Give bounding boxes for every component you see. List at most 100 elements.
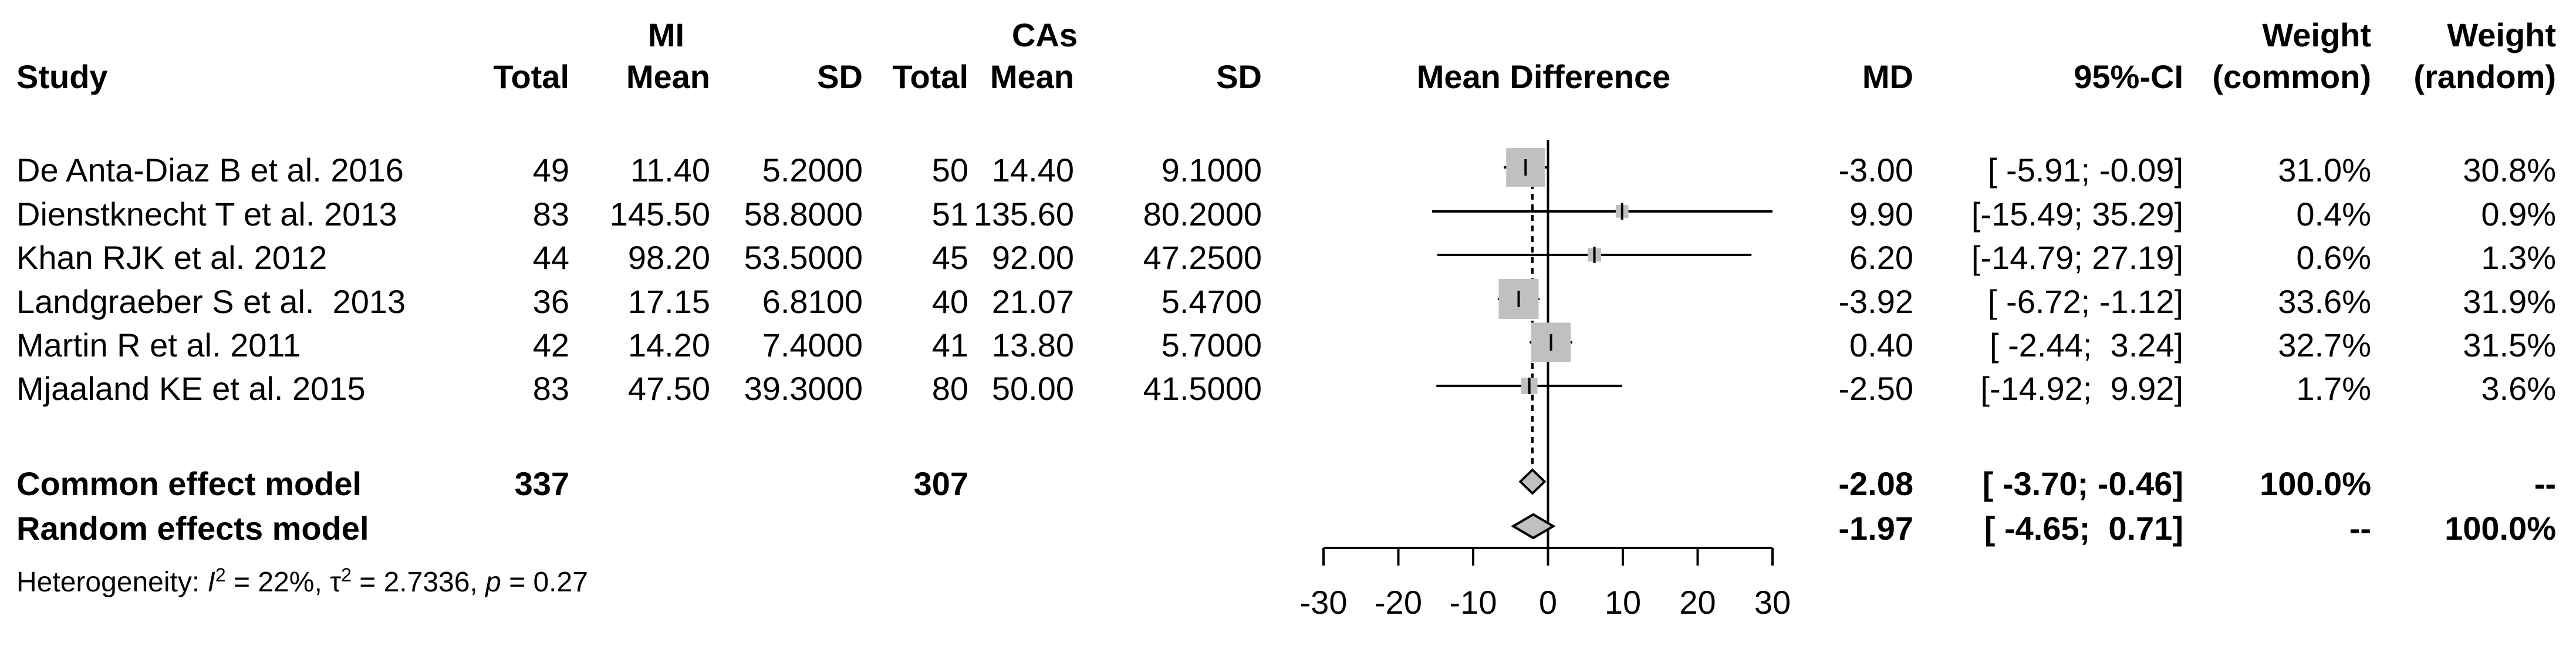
total2-cell: 80 — [931, 370, 968, 407]
mean1-cell: 11.40 — [630, 152, 710, 189]
md-cell: -2.50 — [1838, 370, 1913, 407]
study-name: Martin R et al. 2011 — [16, 327, 301, 364]
common-effect-label: Common effect model — [16, 465, 362, 502]
study-name: Dienstknecht T et al. 2013 — [16, 196, 397, 233]
x-tick-label: 10 — [1605, 584, 1641, 621]
weight-common-cell: 33.6% — [2278, 283, 2371, 320]
mean2-cell: 92.00 — [991, 239, 1074, 276]
md-cell: 0.40 — [1849, 327, 1913, 364]
total2-cell: 45 — [931, 239, 968, 276]
weight-common-cell: 32.7% — [2278, 327, 2371, 364]
sd2-cell: 47.2500 — [1143, 239, 1262, 276]
weight-random-cell: 30.8% — [2463, 152, 2556, 189]
sd1-cell: 6.8100 — [762, 283, 863, 320]
mean2-cell: 135.60 — [973, 196, 1074, 233]
sd2-cell: 9.1000 — [1161, 152, 1262, 189]
weight-common-header-2: (common) — [2212, 58, 2371, 95]
md-cell: -3.92 — [1838, 283, 1913, 320]
common-ci: [ -3.70; -0.46] — [1982, 465, 2183, 502]
total1-cell: 83 — [532, 370, 569, 407]
weight-random-cell: 1.3% — [2481, 239, 2556, 276]
mean1-cell: 145.50 — [609, 196, 710, 233]
weight-common-cell: 1.7% — [2296, 370, 2371, 407]
total1-cell: 42 — [532, 327, 569, 364]
common-total1: 337 — [514, 465, 569, 502]
weight-common-cell: 0.6% — [2296, 239, 2371, 276]
weight-random-cell: 0.9% — [2481, 196, 2556, 233]
md-cell: -3.00 — [1838, 152, 1913, 189]
x-tick-label: -20 — [1375, 584, 1422, 621]
total2-cell: 40 — [931, 283, 968, 320]
total1-cell: 49 — [532, 152, 569, 189]
x-tick-label: 30 — [1754, 584, 1791, 621]
total1-cell: 36 — [532, 283, 569, 320]
total2-cell: 41 — [931, 327, 968, 364]
mean2-cell: 13.80 — [991, 327, 1074, 364]
sd1-cell: 58.8000 — [744, 196, 863, 233]
mean2-header: Mean — [990, 58, 1074, 95]
sd2-cell: 41.5000 — [1143, 370, 1262, 407]
group1-header: MI — [647, 16, 685, 53]
mean2-cell: 50.00 — [991, 370, 1074, 407]
weight-common-cell: 31.0% — [2278, 152, 2371, 189]
group2-header: CAs — [1011, 16, 1078, 53]
mean1-cell: 14.20 — [627, 327, 710, 364]
total2-cell: 51 — [931, 196, 968, 233]
ci-header: 95%-CI — [2074, 58, 2183, 95]
study-name: De Anta-Diaz B et al. 2016 — [16, 152, 404, 189]
study-name: Khan RJK et al. 2012 — [16, 239, 328, 276]
sd1-cell: 5.2000 — [762, 152, 863, 189]
ci-cell: [-15.49; 35.29] — [1971, 196, 2183, 233]
sd1-cell: 39.3000 — [744, 370, 863, 407]
x-tick-label: 0 — [1539, 584, 1557, 621]
random-effects-diamond — [1511, 513, 1556, 540]
total2-cell: 50 — [931, 152, 968, 189]
weight-random-cell: 31.5% — [2463, 327, 2556, 364]
mean1-cell: 47.50 — [627, 370, 710, 407]
total1-cell: 44 — [532, 239, 569, 276]
random-effects-label: Random effects model — [16, 510, 369, 547]
common-weight-random: -- — [2534, 465, 2556, 502]
sd2-header: SD — [1216, 58, 1262, 95]
weight-random-header-1: Weight — [2447, 16, 2556, 53]
md-cell: 9.90 — [1849, 196, 1913, 233]
mean1-cell: 98.20 — [627, 239, 710, 276]
weight-random-cell: 3.6% — [2481, 370, 2556, 407]
sd1-cell: 7.4000 — [762, 327, 863, 364]
common-total2: 307 — [913, 465, 968, 502]
random-ci: [ -4.65; 0.71] — [1984, 510, 2183, 547]
total2-header: Total — [892, 58, 968, 95]
study-header: Study — [16, 58, 108, 95]
ci-cell: [ -2.44; 3.24] — [1990, 327, 2183, 364]
weight-common-header-1: Weight — [2262, 16, 2371, 53]
random-weight-common: -- — [2349, 510, 2371, 547]
sd1-cell: 53.5000 — [744, 239, 863, 276]
sd2-cell: 80.2000 — [1143, 196, 1262, 233]
random-weight-random: 100.0% — [2445, 510, 2556, 547]
weight-random-cell: 31.9% — [2463, 283, 2556, 320]
mean2-cell: 14.40 — [991, 152, 1074, 189]
ci-cell: [ -6.72; -1.12] — [1987, 283, 2183, 320]
total1-cell: 83 — [532, 196, 569, 233]
sd1-header: SD — [817, 58, 863, 95]
mean2-cell: 21.07 — [991, 283, 1074, 320]
ci-cell: [-14.79; 27.19] — [1971, 239, 2183, 276]
common-weight-common: 100.0% — [2260, 465, 2371, 502]
mean1-header: Mean — [626, 58, 710, 95]
common-effect-diamond — [1518, 468, 1547, 495]
md-header: MD — [1862, 58, 1913, 95]
random-md: -1.97 — [1838, 510, 1913, 547]
study-name: Mjaaland KE et al. 2015 — [16, 370, 366, 407]
sd2-cell: 5.7000 — [1161, 327, 1262, 364]
weight-random-header-2: (random) — [2413, 58, 2556, 95]
md-cell: 6.20 — [1849, 239, 1913, 276]
plot-header: Mean Difference — [1416, 58, 1671, 95]
ci-cell: [-14.92; 9.92] — [1980, 370, 2183, 407]
x-tick-label: -10 — [1450, 584, 1497, 621]
ci-cell: [ -5.91; -0.09] — [1987, 152, 2183, 189]
common-md: -2.08 — [1838, 465, 1913, 502]
study-name: Landgraeber S et al. 2013 — [16, 283, 406, 320]
weight-common-cell: 0.4% — [2296, 196, 2371, 233]
mean1-cell: 17.15 — [627, 283, 710, 320]
